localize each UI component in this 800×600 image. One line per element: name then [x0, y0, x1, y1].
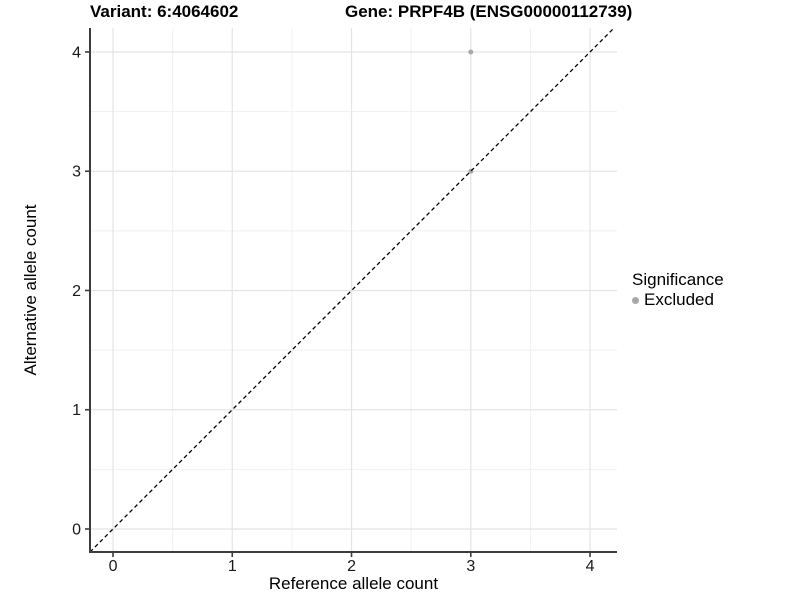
- y-tick-label: 2: [72, 283, 81, 300]
- legend-entry-label: Excluded: [644, 290, 714, 309]
- y-tick-label: 1: [72, 402, 81, 419]
- x-tick-label: 0: [109, 558, 118, 575]
- x-tick-label: 1: [228, 558, 237, 575]
- y-axis-title: Alternative allele count: [21, 204, 40, 376]
- data-point: [468, 49, 474, 55]
- legend-title: Significance: [632, 270, 724, 289]
- plot-title-variant: Variant: 6:4064602: [90, 2, 239, 21]
- y-tick-label: 0: [72, 521, 81, 538]
- x-tick-label: 2: [347, 558, 356, 575]
- plot-title-gene: Gene: PRPF4B (ENSG00000112739): [345, 2, 633, 21]
- identity-line: [89, 27, 615, 553]
- x-axis-title: Reference allele count: [268, 574, 439, 593]
- y-tick-label: 3: [72, 164, 81, 181]
- legend-entry-excluded: Excluded: [632, 290, 724, 309]
- x-tick-label: 4: [586, 558, 595, 575]
- legend: Significance Excluded: [632, 270, 724, 309]
- y-tick-label: 4: [72, 44, 81, 61]
- x-tick-label: 3: [466, 558, 475, 575]
- legend-point-icon: [632, 296, 639, 304]
